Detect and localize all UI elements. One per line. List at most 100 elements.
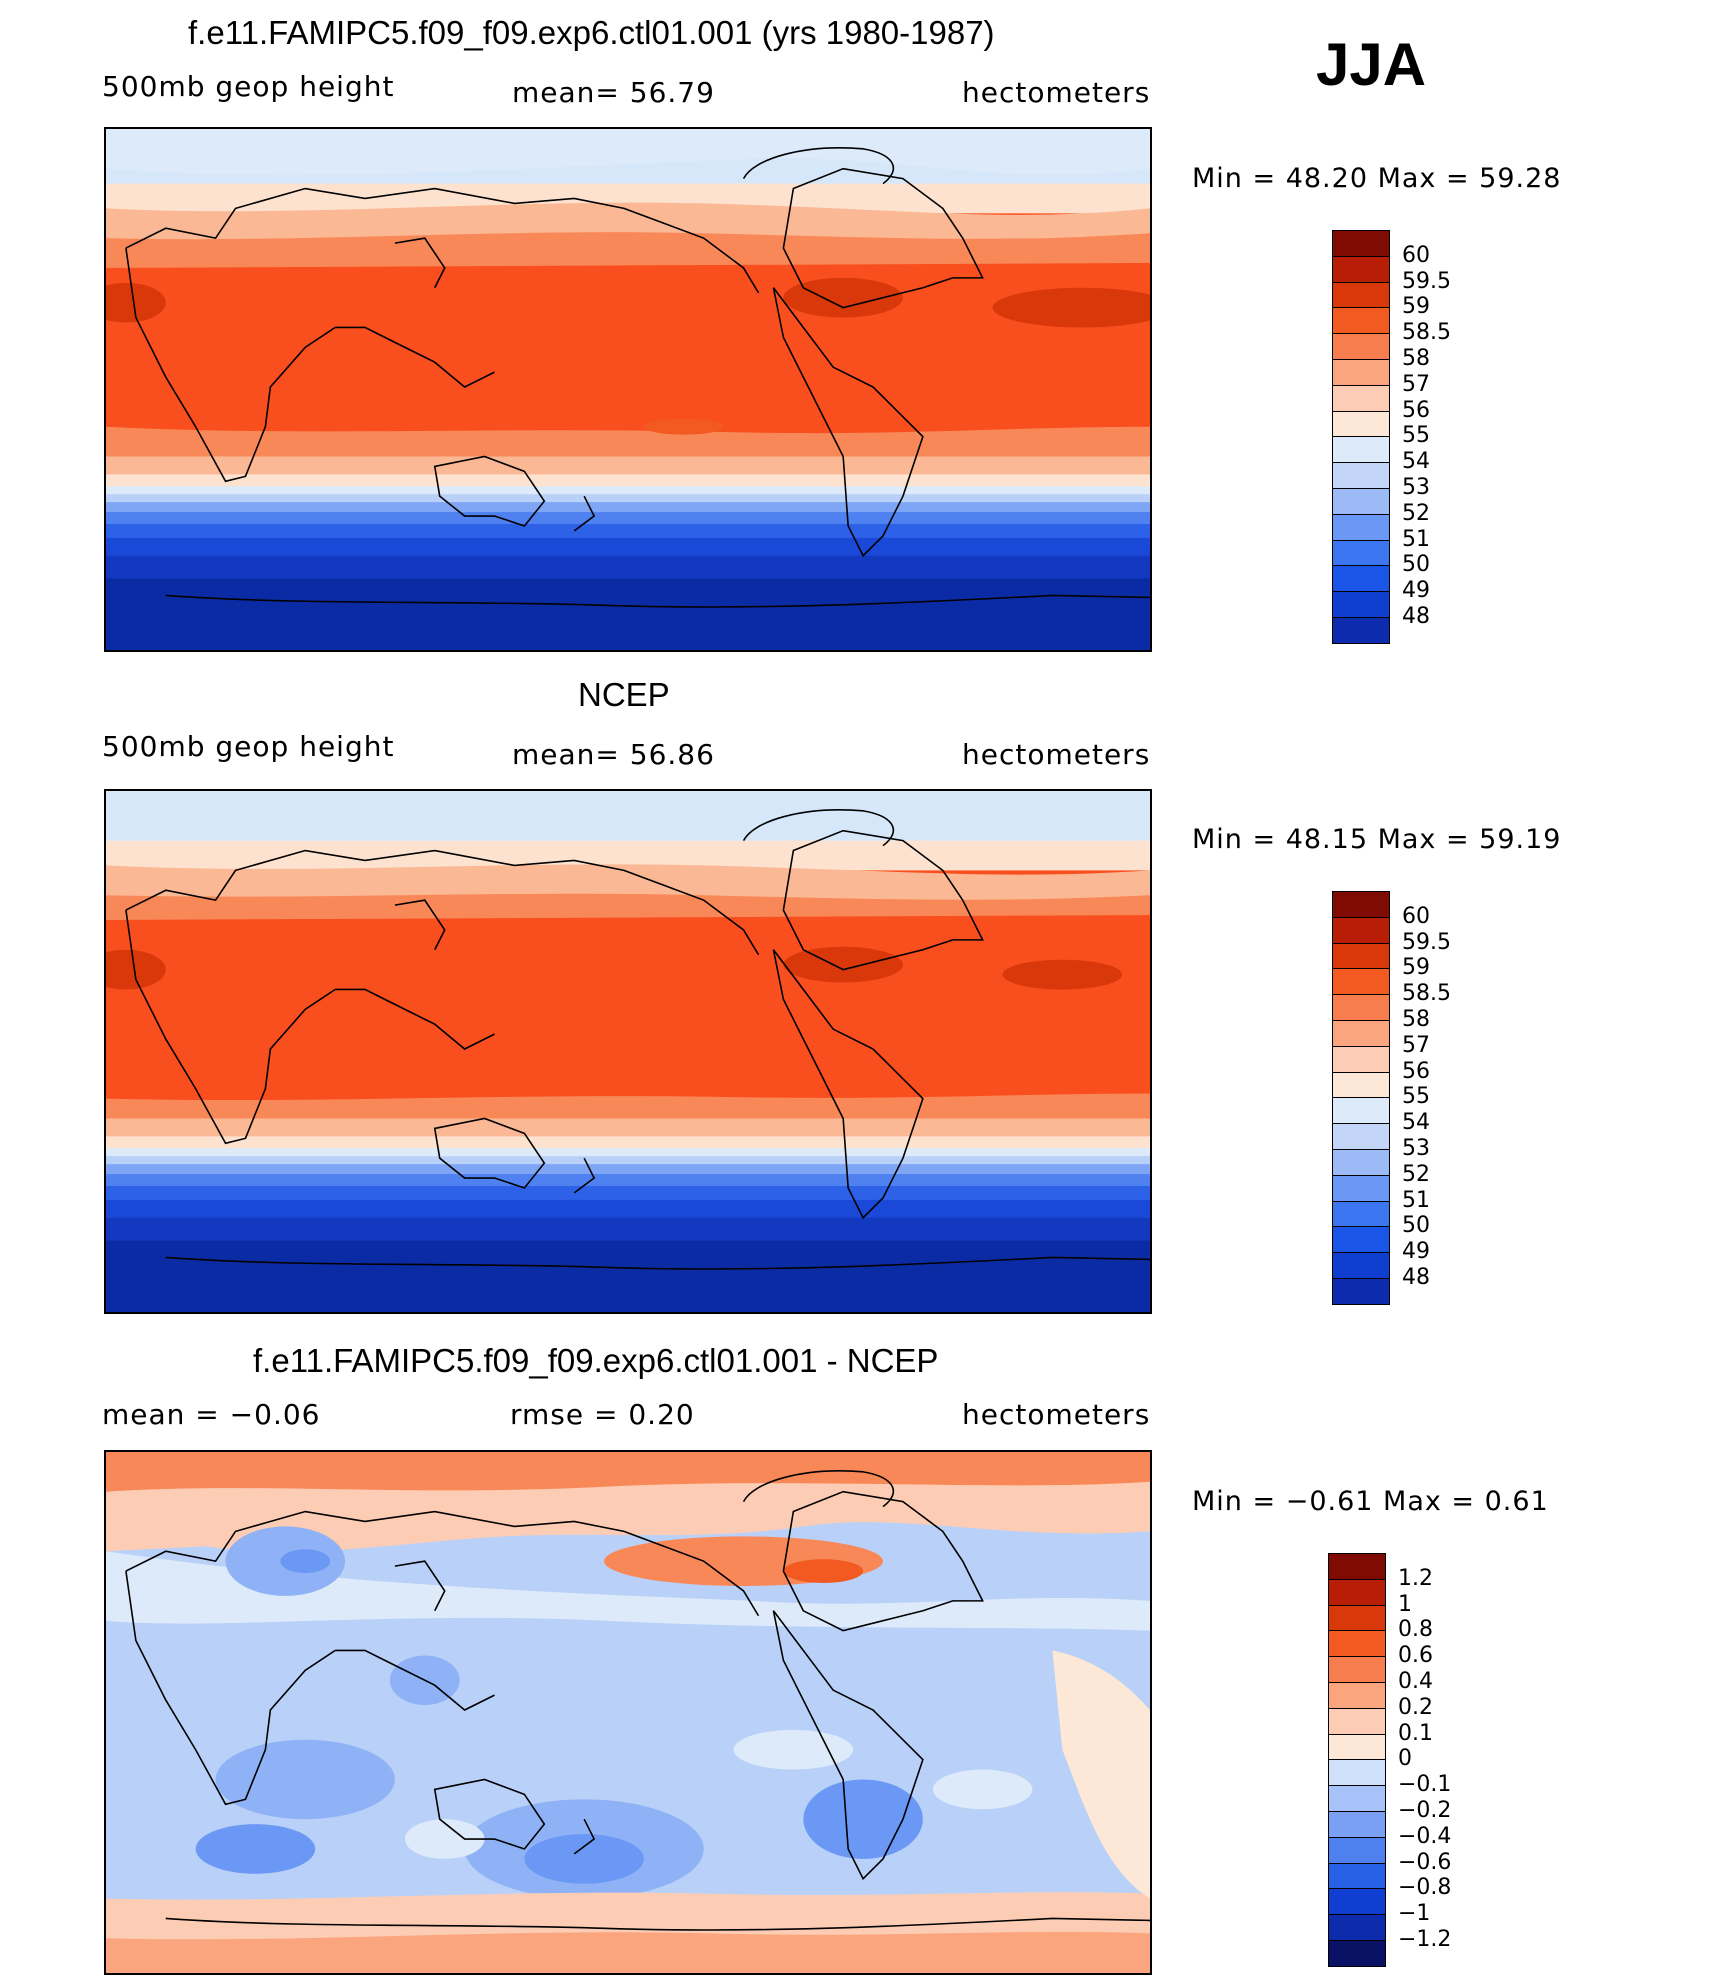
colorbar-swatch [1332, 565, 1390, 593]
colorbar-label: 58.5 [1402, 320, 1451, 346]
colorbar-swatch [1332, 436, 1390, 464]
colorbar-label: 48 [1402, 604, 1430, 629]
colorbar-label: 0.2 [1398, 1694, 1433, 1720]
colorbar-swatch [1332, 307, 1390, 335]
panel-2-units-label: hectometers [962, 738, 1151, 771]
colorbar-swatch [1328, 1578, 1386, 1606]
colorbar-swatch [1328, 1553, 1386, 1580]
panel-1-units-label: hectometers [962, 76, 1151, 109]
colorbar-label: −0.4 [1398, 1823, 1452, 1849]
colorbar-label: 55 [1402, 1084, 1430, 1110]
colorbar-swatch [1332, 410, 1390, 438]
colorbar-swatch [1332, 255, 1390, 283]
panel-1-minmax: Min = 48.20 Max = 59.28 [1192, 163, 1562, 194]
colorbar-label: 55 [1402, 423, 1430, 449]
colorbar-label: 60 [1402, 903, 1430, 929]
panel-3-title: f.e11.FAMIPC5.f09_f09.exp6.ctl01.001 - N… [253, 1342, 939, 1379]
colorbar-swatch [1332, 916, 1390, 944]
colorbar-swatch [1332, 1200, 1390, 1228]
colorbar-label: 58 [1402, 1007, 1430, 1032]
panel-1-variable-label: 500mb geop height [102, 70, 395, 103]
colorbar-swatch [1328, 1862, 1386, 1890]
colorbar-swatch [1332, 1097, 1390, 1125]
colorbar-label: 52 [1402, 500, 1430, 526]
panel-2-map-svg [106, 791, 1150, 1312]
colorbar-swatch [1332, 942, 1390, 970]
colorbar-label: 53 [1402, 1136, 1430, 1161]
colorbar-label: −1.2 [1398, 1927, 1452, 1952]
colorbar-label: 53 [1402, 475, 1430, 500]
colorbar-swatch [1332, 1174, 1390, 1202]
colorbar-swatch [1328, 1656, 1386, 1683]
colorbar-label: 56 [1402, 1058, 1430, 1084]
colorbar-swatch [1332, 333, 1390, 360]
colorbar-swatch [1328, 1888, 1386, 1916]
panel-2-minmax: Min = 48.15 Max = 59.19 [1192, 824, 1562, 855]
colorbar-swatch [1332, 1020, 1390, 1047]
colorbar-swatch [1328, 1940, 1386, 1967]
colorbar-swatch [1328, 1630, 1386, 1658]
colorbar-label: 0.6 [1398, 1643, 1433, 1669]
colorbar-swatch [1332, 281, 1390, 309]
panel-3-minmax: Min = −0.61 Max = 0.61 [1192, 1486, 1549, 1517]
colorbar-label: 0 [1398, 1746, 1412, 1772]
colorbar-label: 1 [1398, 1591, 1412, 1617]
colorbar-swatch [1332, 1123, 1390, 1150]
panel-2-mean-label: mean= 56.86 [512, 738, 715, 771]
colorbar-swatch [1332, 513, 1390, 541]
colorbar-swatch [1328, 1707, 1386, 1735]
colorbar-swatch [1328, 1604, 1386, 1632]
colorbar-swatch [1328, 1914, 1386, 1941]
colorbar-label: 57 [1402, 1032, 1430, 1058]
panel-3-map-svg [106, 1452, 1150, 1973]
colorbar-swatch [1328, 1811, 1386, 1838]
colorbar-label: 59 [1402, 955, 1430, 981]
colorbar-label: 50 [1402, 552, 1430, 578]
season-label: JJA [1316, 31, 1427, 98]
colorbar-label: 0.4 [1398, 1669, 1433, 1694]
colorbar-swatch [1332, 891, 1390, 918]
colorbar-label: 57 [1402, 371, 1430, 397]
colorbar-label: −0.6 [1398, 1849, 1452, 1875]
colorbar-swatch [1332, 1071, 1390, 1099]
colorbar-label: 0.8 [1398, 1617, 1433, 1643]
colorbar-label: 48 [1402, 1265, 1430, 1290]
colorbar-swatch [1328, 1785, 1386, 1812]
panel-3-rmse-label: rmse = 0.20 [510, 1398, 695, 1431]
panel-3-map [104, 1450, 1152, 1975]
colorbar-label: 56 [1402, 397, 1430, 423]
colorbar-label: 51 [1402, 1187, 1430, 1213]
colorbar-label: 54 [1402, 449, 1430, 475]
colorbar-label: 59 [1402, 294, 1430, 320]
colorbar-swatch [1332, 968, 1390, 996]
colorbar-swatch [1332, 1252, 1390, 1279]
colorbar-swatch [1328, 1733, 1386, 1761]
colorbar-label: 60 [1402, 242, 1430, 268]
colorbar-swatch [1332, 617, 1390, 644]
colorbar-label: 59.5 [1402, 929, 1451, 955]
colorbar-label: 1.2 [1398, 1565, 1433, 1591]
colorbar-swatch [1328, 1682, 1386, 1709]
panel-3-mean-label: mean = −0.06 [102, 1398, 321, 1431]
panel-2-title: NCEP [578, 676, 670, 713]
colorbar-label: −1 [1398, 1901, 1431, 1927]
colorbar-label: 54 [1402, 1110, 1430, 1136]
colorbar-label: 58.5 [1402, 981, 1451, 1007]
colorbar-swatch [1332, 462, 1390, 489]
colorbar-swatch [1332, 1149, 1390, 1176]
colorbar-label: 50 [1402, 1213, 1430, 1239]
colorbar-swatch [1332, 1045, 1390, 1073]
colorbar-label: 51 [1402, 526, 1430, 552]
panel-1-map [104, 127, 1152, 652]
colorbar-swatch [1332, 1278, 1390, 1305]
colorbar-swatch [1332, 591, 1390, 618]
colorbar-label: 59.5 [1402, 268, 1451, 294]
panel-2-variable-label: 500mb geop height [102, 730, 395, 763]
colorbar-label: 49 [1402, 1239, 1430, 1265]
panel-2-map [104, 789, 1152, 1314]
colorbar-swatch [1332, 994, 1390, 1021]
colorbar-swatch [1328, 1759, 1386, 1787]
colorbar-label: 52 [1402, 1161, 1430, 1187]
colorbar-label: −0.1 [1398, 1772, 1452, 1798]
panel-3-units-label: hectometers [962, 1398, 1151, 1431]
